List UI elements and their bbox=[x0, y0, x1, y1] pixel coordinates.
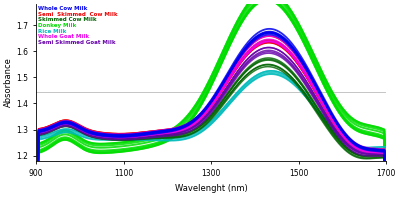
Legend: Whole Cow Milk, Semi  Skimmed  Cow Milk, Skimmed Cow Milk, Donkey Milk, Rice Mil: Whole Cow Milk, Semi Skimmed Cow Milk, S… bbox=[37, 5, 118, 45]
Y-axis label: Absorbance: Absorbance bbox=[4, 58, 13, 108]
X-axis label: Wavelenght (nm): Wavelenght (nm) bbox=[175, 184, 248, 193]
